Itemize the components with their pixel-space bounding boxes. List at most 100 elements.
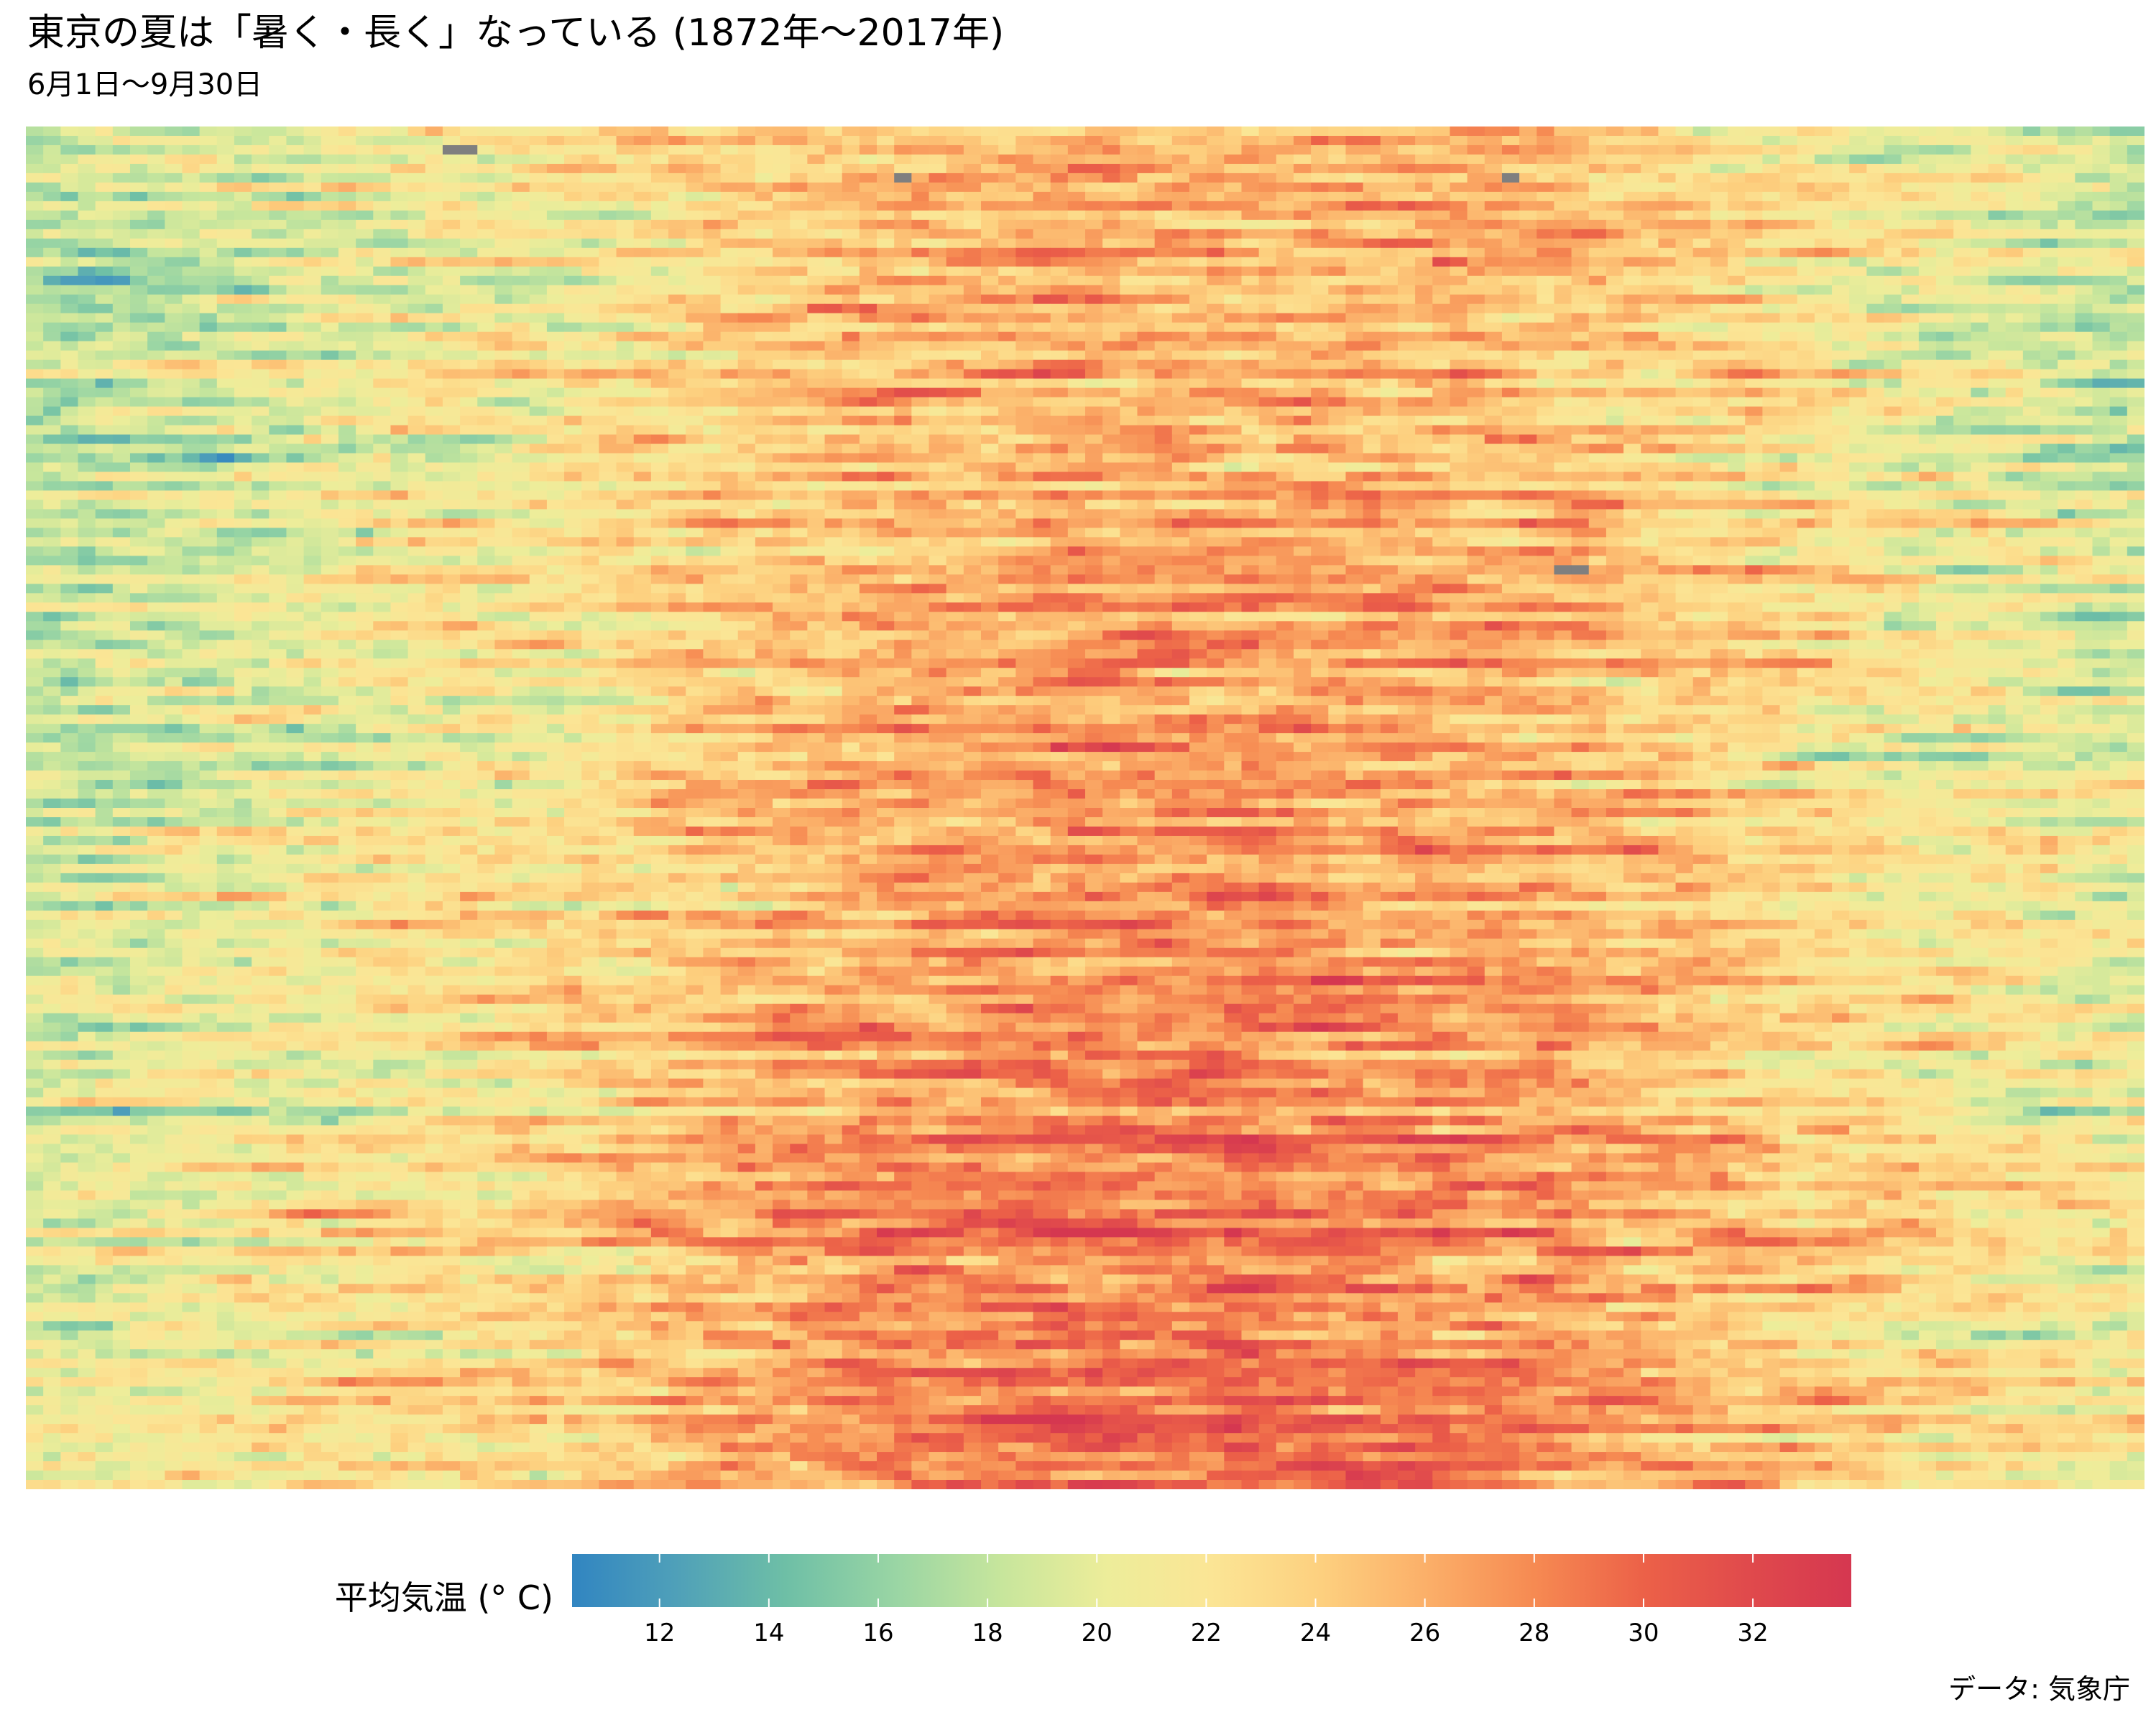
heatmap-cell (1171, 443, 1190, 454)
heatmap-cell (1258, 443, 1277, 454)
heatmap-cell (165, 210, 183, 221)
heatmap-cell (1866, 425, 1885, 436)
heatmap-cell (1606, 415, 1624, 426)
heatmap-cell (1137, 397, 1156, 408)
heatmap-cell (1519, 201, 1537, 211)
heatmap-cell (1675, 135, 1694, 146)
heatmap-cell (425, 266, 443, 277)
heatmap-cell (1884, 238, 1902, 249)
heatmap-cell (2127, 331, 2145, 342)
heatmap-cell (529, 472, 548, 482)
heatmap-cell (581, 275, 600, 286)
heatmap-cell (1432, 285, 1451, 295)
heatmap-cell (1137, 425, 1156, 436)
heatmap-cell (1641, 331, 1659, 342)
heatmap-cell (1745, 378, 1763, 389)
heatmap-cell (1554, 472, 1572, 482)
heatmap-cell (2005, 481, 2024, 492)
heatmap-cell (807, 453, 826, 464)
heatmap-cell (165, 201, 183, 211)
heatmap-cell (1779, 172, 1798, 183)
heatmap-cell (1641, 313, 1659, 323)
heatmap-cell (2127, 425, 2145, 436)
heatmap-cell (95, 313, 114, 323)
heatmap-cell (1692, 462, 1711, 473)
heatmap-cell (460, 481, 478, 492)
heatmap-cell (373, 210, 392, 221)
heatmap-cell (252, 481, 270, 492)
heatmap-cell (442, 201, 461, 211)
heatmap-cell (373, 341, 392, 351)
heatmap-cell (234, 238, 252, 249)
heatmap-cell (1015, 303, 1034, 314)
heatmap-cell (1641, 247, 1659, 258)
heatmap-cell (703, 443, 722, 454)
heatmap-cell (182, 219, 201, 230)
heatmap-cell (911, 397, 930, 408)
heatmap-cell (929, 163, 947, 174)
heatmap-cell (1519, 415, 1537, 426)
heatmap-cell (1120, 369, 1138, 380)
heatmap-cell (182, 135, 201, 146)
heatmap-cell (390, 126, 409, 137)
heatmap-cell (1397, 341, 1416, 351)
heatmap-cell (546, 472, 565, 482)
heatmap-cell (321, 229, 339, 239)
heatmap-cell (824, 313, 843, 323)
heatmap-cell (1363, 219, 1381, 230)
heatmap-cell (425, 135, 443, 146)
heatmap-cell (1710, 238, 1728, 249)
heatmap-cell (269, 490, 287, 501)
heatmap-cell (2005, 359, 2024, 370)
heatmap-cell (911, 163, 930, 174)
heatmap-cell (1884, 322, 1902, 333)
heatmap-cell (2040, 238, 2058, 249)
heatmap-cell (720, 462, 739, 473)
heatmap-cell (911, 219, 930, 230)
heatmap-cell (1519, 472, 1537, 482)
heatmap-cell (599, 144, 617, 155)
heatmap-cell (1276, 415, 1294, 426)
heatmap-cell (1015, 462, 1034, 473)
heatmap-cell (1241, 191, 1260, 202)
heatmap-cell (234, 126, 252, 137)
heatmap-cell (43, 266, 61, 277)
heatmap-cell (616, 425, 635, 436)
heatmap-cell (807, 359, 826, 370)
heatmap-cell (338, 359, 356, 370)
heatmap-cell (303, 313, 322, 323)
heatmap-cell (686, 247, 704, 258)
heatmap-cell (1293, 275, 1312, 286)
heatmap-cell (43, 247, 61, 258)
heatmap-cell (425, 126, 443, 137)
heatmap-cell (1432, 481, 1451, 492)
heatmap-cell (790, 434, 808, 445)
heatmap-cell (442, 331, 461, 342)
heatmap-cell (1884, 359, 1902, 370)
heatmap-cell (998, 341, 1016, 351)
heatmap-cell (703, 369, 722, 380)
heatmap-cell (703, 229, 722, 239)
heatmap-cell (442, 434, 461, 445)
heatmap-cell (1207, 481, 1225, 492)
heatmap-cell (1537, 163, 1555, 174)
heatmap-cell (442, 154, 461, 165)
heatmap-cell (1380, 257, 1399, 267)
heatmap-cell (1397, 229, 1416, 239)
heatmap-cell (737, 210, 756, 221)
heatmap-cell (269, 322, 287, 333)
heatmap-cell (720, 378, 739, 389)
heatmap-cell (1363, 247, 1381, 258)
heatmap-cell (686, 210, 704, 221)
heatmap-cell (1484, 294, 1503, 305)
heatmap-cell (1276, 397, 1294, 408)
heatmap-cell (842, 135, 860, 146)
heatmap-cell (1258, 163, 1277, 174)
heatmap-cell (425, 443, 443, 454)
heatmap-cell (824, 285, 843, 295)
heatmap-cell (1814, 378, 1833, 389)
heatmap-cell (460, 229, 478, 239)
heatmap-cell (2058, 350, 2076, 361)
heatmap-cell (564, 406, 582, 417)
heatmap-cell (1971, 191, 1989, 202)
